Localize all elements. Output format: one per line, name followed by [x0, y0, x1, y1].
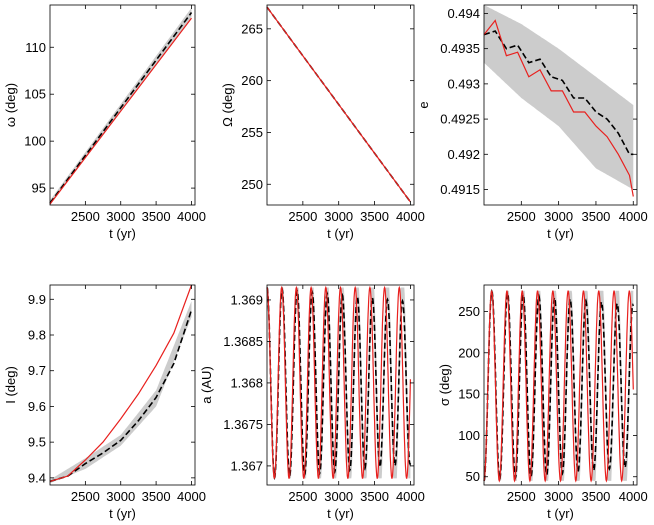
series-mean	[483, 30, 634, 156]
subplot-1: 2500 3000 3500 4000 95 100 105 110 t (yr) ω (deg)	[3, 4, 206, 241]
x-tick-label: 3500	[360, 489, 389, 504]
axes-frame	[49, 284, 196, 486]
subplot-5: 2500 3000 3500 4000 1.367 1.3675 1.368 1.3685 1.…	[199, 284, 425, 521]
x-axis-label: t (yr)	[547, 226, 574, 241]
y-axis-label: e	[416, 101, 431, 108]
y-tick-label: 260	[241, 73, 263, 88]
x-tick-label: 4000	[396, 489, 425, 504]
axes-frame	[483, 4, 638, 206]
x-tick-label: 2500	[507, 489, 536, 504]
x-tick-label: 2500	[507, 209, 536, 224]
y-tick-label: 0.492	[447, 147, 480, 162]
series-nominal	[49, 17, 192, 205]
x-tick-label: 2500	[288, 489, 317, 504]
y-tick-label: 150	[458, 387, 480, 402]
y-tick-label: 200	[458, 345, 480, 360]
y-tick-label: 0.493	[447, 76, 480, 91]
x-tick-label: 4000	[619, 209, 648, 224]
subplot-4: 2500 3000 3500 4000 9.4 9.5 9.6 9.7 9.8 9.9 t (yr)…	[3, 284, 206, 521]
x-tick-label: 3000	[324, 489, 353, 504]
x-tick-label: 3000	[544, 489, 573, 504]
subplot-6: 2500 3000 3500 4000 50 100 150 200 250 t (yr) σ (d…	[437, 284, 648, 521]
y-tick-label: 9.5	[28, 435, 46, 450]
x-axis-label: t (yr)	[547, 506, 574, 521]
subplot-2: 2500 3000 3500 4000 250 255 260 265 t (yr) Ω (deg…	[220, 4, 425, 241]
series-nominal	[266, 285, 411, 479]
y-tick-label: 255	[241, 125, 263, 140]
y-tick-label: 50	[466, 469, 480, 484]
y-axis-label: a (AU)	[199, 366, 214, 404]
y-tick-label: 1.367	[230, 458, 263, 473]
x-tick-label: 2500	[288, 209, 317, 224]
x-tick-label: 4000	[177, 209, 206, 224]
x-tick-label: 4000	[177, 489, 206, 504]
y-tick-label: 9.9	[28, 292, 46, 307]
x-tick-label: 3000	[106, 489, 135, 504]
y-tick-label: 9.6	[28, 399, 46, 414]
y-tick-label: 250	[458, 304, 480, 319]
x-axis-label: t (yr)	[327, 506, 354, 521]
x-axis-label: t (yr)	[327, 226, 354, 241]
y-tick-label: 265	[241, 21, 263, 36]
axes-frame	[266, 284, 415, 486]
x-tick-label: 4000	[619, 489, 648, 504]
x-tick-label: 4000	[396, 209, 425, 224]
x-tick-label: 2500	[71, 209, 100, 224]
y-tick-label: 0.4915	[440, 182, 480, 197]
y-tick-label: 9.8	[28, 328, 46, 343]
series-mean	[49, 12, 193, 204]
y-tick-label: 100	[24, 134, 46, 149]
x-tick-label: 3000	[324, 209, 353, 224]
y-tick-label: 1.369	[230, 292, 263, 307]
y-tick-label: 100	[458, 428, 480, 443]
y-tick-label: 9.4	[28, 470, 46, 485]
y-tick-label: 110	[25, 40, 46, 55]
x-axis-label: t (yr)	[109, 506, 136, 521]
x-tick-label: 3500	[360, 209, 389, 224]
series-nominal	[49, 284, 193, 482]
y-tick-label: 1.368	[230, 375, 263, 390]
x-tick-label: 3500	[142, 489, 171, 504]
series-nominal	[483, 19, 634, 197]
y-tick-label: 105	[24, 87, 46, 102]
series-nominal	[483, 290, 634, 483]
spread-band	[484, 5, 634, 190]
y-tick-label: 0.4925	[440, 112, 480, 127]
axes-frame	[49, 4, 196, 206]
y-tick-label: 0.4935	[440, 41, 480, 56]
series-mean	[49, 309, 193, 483]
x-tick-label: 3000	[544, 209, 573, 224]
x-tick-label: 3500	[581, 209, 610, 224]
series-nominal	[266, 6, 411, 203]
y-tick-label: 1.3675	[223, 417, 263, 432]
x-tick-label: 2500	[71, 489, 100, 504]
axes-frame	[483, 284, 638, 486]
y-tick-label: 0.494	[447, 6, 480, 21]
x-tick-label: 3500	[142, 209, 171, 224]
spread-band	[50, 7, 192, 205]
x-tick-label: 3000	[106, 209, 135, 224]
spread-band	[50, 301, 192, 484]
axes-frame	[266, 4, 415, 206]
y-tick-label: 1.3685	[223, 334, 263, 349]
y-tick-label: 250	[241, 177, 263, 192]
y-axis-label: I (deg)	[3, 366, 18, 404]
x-axis-label: t (yr)	[109, 226, 136, 241]
x-tick-label: 3500	[581, 489, 610, 504]
y-axis-label: ω (deg)	[3, 83, 18, 127]
y-tick-label: 9.7	[28, 363, 46, 378]
subplot-3: 2500 3000 3500 4000 0.4915 0.492 0.4925 0.493 0.…	[416, 4, 648, 241]
y-tick-label: 95	[32, 181, 46, 196]
y-axis-label: Ω (deg)	[220, 83, 235, 127]
y-axis-label: σ (deg)	[437, 364, 452, 406]
